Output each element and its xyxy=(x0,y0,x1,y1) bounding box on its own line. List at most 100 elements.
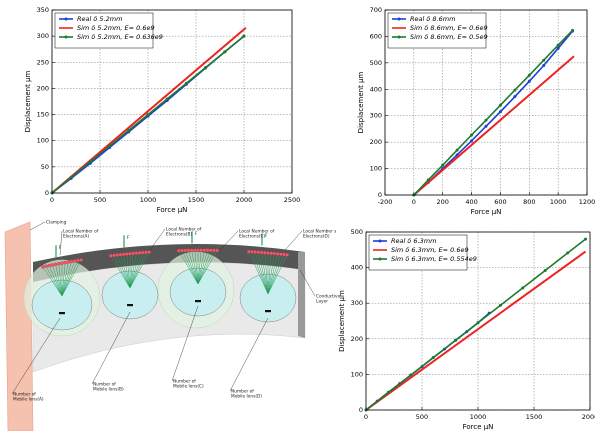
field-line xyxy=(55,264,63,297)
point xyxy=(454,338,458,342)
diagram-label: Electrons(B) xyxy=(166,232,192,238)
point xyxy=(386,391,390,395)
legend-label: Sim δ 6.3mm, E= 0.554e9 xyxy=(391,255,477,263)
force-label: F xyxy=(127,235,130,241)
plot-frame xyxy=(51,9,293,194)
point xyxy=(431,356,435,360)
electron xyxy=(247,249,251,254)
point xyxy=(127,128,131,132)
y-tick-label: 200 xyxy=(351,335,363,343)
series-line xyxy=(413,55,575,196)
diagram-label: Electrons(A) xyxy=(63,234,89,240)
electron xyxy=(186,248,191,253)
field-line xyxy=(116,254,131,289)
legend-label: Sim δ 6.3mm, E= 0.6e9 xyxy=(391,246,469,254)
legend-box xyxy=(368,234,468,271)
point xyxy=(88,160,92,164)
y-tick-label: 100 xyxy=(351,370,363,378)
electron xyxy=(180,248,184,253)
point xyxy=(556,46,560,50)
field-line xyxy=(129,253,137,289)
electron xyxy=(279,252,283,256)
legend-marker xyxy=(64,35,68,39)
x-tick-label: -200 xyxy=(378,198,393,206)
legend-marker xyxy=(397,35,401,39)
y-tick-label: 150 xyxy=(37,111,49,119)
field-line xyxy=(191,250,199,285)
electron xyxy=(53,262,58,267)
electron xyxy=(199,248,203,253)
electron xyxy=(253,250,257,254)
field-line xyxy=(197,250,215,285)
electron xyxy=(73,259,77,263)
electron xyxy=(118,252,123,257)
field-line xyxy=(184,250,199,285)
field-line xyxy=(129,253,134,289)
clamping-block xyxy=(4,221,34,431)
field-line xyxy=(254,251,269,295)
field-line xyxy=(267,253,275,295)
point xyxy=(165,97,169,101)
point xyxy=(184,81,188,85)
point xyxy=(108,144,112,148)
leader-line xyxy=(59,230,63,256)
y-tick-label: 0 xyxy=(359,406,363,414)
diagram-label: Mobile Ions(A) xyxy=(13,397,44,403)
electron xyxy=(109,254,113,258)
legend-box xyxy=(387,12,487,49)
diagram-label: Number of xyxy=(231,389,254,395)
point xyxy=(484,124,488,128)
point xyxy=(455,148,459,152)
field-line xyxy=(181,250,199,285)
leader-line xyxy=(29,221,46,231)
diagram-label: Conductive xyxy=(316,294,341,300)
electron xyxy=(141,250,145,255)
field-line xyxy=(61,259,82,297)
point xyxy=(470,139,474,143)
field-line xyxy=(42,266,63,297)
field-line xyxy=(267,254,285,295)
point xyxy=(69,175,73,179)
plot-frame xyxy=(365,231,591,411)
mobile-ion xyxy=(59,312,65,315)
field-line xyxy=(61,261,69,297)
x-tick-label: 500 xyxy=(416,413,428,421)
diagram-label: Mobile Ions(C) xyxy=(173,384,204,390)
electron xyxy=(196,248,200,253)
legend-marker xyxy=(378,257,382,261)
point xyxy=(571,28,575,32)
point xyxy=(223,50,227,54)
field-line xyxy=(120,254,131,289)
diagram-label: Local Number of xyxy=(166,227,202,233)
field-line xyxy=(267,254,282,295)
field-line xyxy=(178,250,199,285)
point xyxy=(521,286,525,290)
electron xyxy=(263,250,267,255)
field-line xyxy=(197,250,205,285)
point xyxy=(441,163,445,167)
diagram-label: Number of xyxy=(173,379,196,385)
x-tick-label: 1500 xyxy=(526,413,543,421)
field-line xyxy=(197,250,218,285)
x-tick-label: 500 xyxy=(94,196,106,204)
electron xyxy=(205,248,210,253)
plot-frame xyxy=(384,9,588,196)
electron xyxy=(66,260,71,264)
force-label: F xyxy=(265,233,268,239)
field-line xyxy=(261,252,269,295)
legend-marker xyxy=(378,239,382,243)
y-tick-label: 200 xyxy=(37,84,49,92)
leader-line xyxy=(284,230,303,251)
y-tick-label: 250 xyxy=(37,58,49,66)
field-line xyxy=(48,265,63,297)
diagram-label: Layer xyxy=(316,299,328,305)
point xyxy=(542,58,546,62)
x-tick-label: 2000 xyxy=(236,196,253,204)
electron xyxy=(177,248,181,253)
electron xyxy=(189,248,194,253)
x-tick-label: 400 xyxy=(465,198,477,206)
point xyxy=(556,43,560,47)
field-line xyxy=(264,252,269,295)
diagram-label: Electrons(C) xyxy=(239,234,266,240)
